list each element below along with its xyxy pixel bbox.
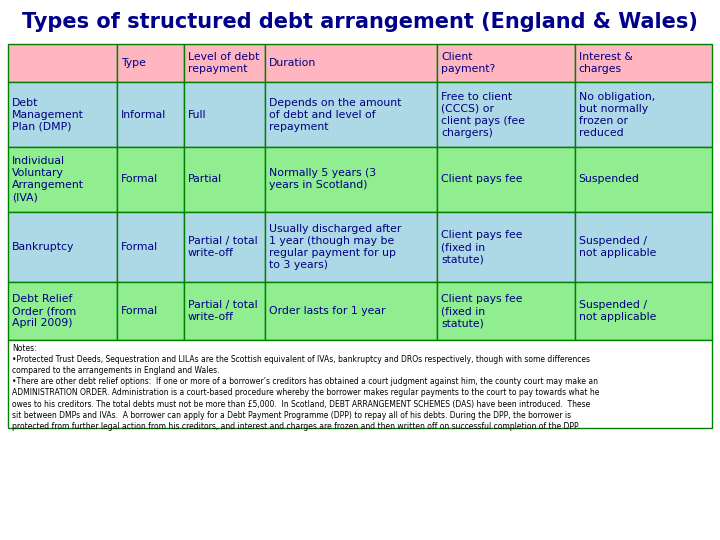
Bar bbox=[184, 147, 265, 212]
Text: Formal: Formal bbox=[121, 174, 158, 185]
Text: No obligation,
but normally
frozen or
reduced: No obligation, but normally frozen or re… bbox=[579, 91, 655, 138]
Text: Full: Full bbox=[188, 110, 207, 119]
Bar bbox=[265, 44, 438, 82]
Text: Depends on the amount
of debt and level of
repayment: Depends on the amount of debt and level … bbox=[269, 98, 401, 132]
Bar bbox=[8, 82, 117, 147]
Text: Suspended: Suspended bbox=[579, 174, 639, 185]
Text: Interest &
charges: Interest & charges bbox=[579, 52, 633, 74]
Text: Bankruptcy: Bankruptcy bbox=[12, 242, 74, 252]
Text: Client pays fee
(fixed in
statute): Client pays fee (fixed in statute) bbox=[441, 230, 523, 264]
Text: Usually discharged after
1 year (though may be
regular payment for up
to 3 years: Usually discharged after 1 year (though … bbox=[269, 224, 401, 270]
Text: Notes:
•Protected Trust Deeds, Sequestration and LILAs are the Scottish equivale: Notes: •Protected Trust Deeds, Sequestra… bbox=[12, 344, 599, 431]
Text: Informal: Informal bbox=[121, 110, 166, 119]
Bar bbox=[438, 282, 575, 340]
Bar bbox=[117, 147, 184, 212]
Text: Types of structured debt arrangement (England & Wales): Types of structured debt arrangement (En… bbox=[22, 11, 698, 31]
Bar bbox=[117, 282, 184, 340]
Bar bbox=[8, 212, 117, 282]
Bar bbox=[8, 44, 117, 82]
Text: Order lasts for 1 year: Order lasts for 1 year bbox=[269, 306, 385, 316]
Text: Formal: Formal bbox=[121, 242, 158, 252]
Text: Duration: Duration bbox=[269, 58, 316, 68]
Text: Suspended /
not applicable: Suspended / not applicable bbox=[579, 236, 656, 258]
Bar bbox=[265, 147, 438, 212]
Bar bbox=[265, 82, 438, 147]
Text: Individual
Voluntary
Arrangement
(IVA): Individual Voluntary Arrangement (IVA) bbox=[12, 157, 84, 202]
Text: Client pays fee: Client pays fee bbox=[441, 174, 523, 185]
Text: Partial: Partial bbox=[188, 174, 222, 185]
Text: Level of debt
repayment: Level of debt repayment bbox=[188, 52, 259, 74]
Bar bbox=[184, 82, 265, 147]
Text: Suspended /
not applicable: Suspended / not applicable bbox=[579, 300, 656, 322]
Bar bbox=[575, 147, 712, 212]
Bar bbox=[438, 82, 575, 147]
Text: Debt Relief
Order (from
April 2009): Debt Relief Order (from April 2009) bbox=[12, 294, 76, 328]
Bar bbox=[575, 282, 712, 340]
Text: Debt
Management
Plan (DMP): Debt Management Plan (DMP) bbox=[12, 98, 84, 132]
Bar bbox=[575, 44, 712, 82]
Bar bbox=[184, 44, 265, 82]
Bar bbox=[8, 340, 712, 428]
Text: Formal: Formal bbox=[121, 306, 158, 316]
Bar bbox=[438, 212, 575, 282]
Bar bbox=[438, 147, 575, 212]
Bar bbox=[8, 147, 117, 212]
Text: Type: Type bbox=[121, 58, 146, 68]
Bar bbox=[8, 282, 117, 340]
Text: Client pays fee
(fixed in
statute): Client pays fee (fixed in statute) bbox=[441, 294, 523, 328]
Bar bbox=[265, 282, 438, 340]
Bar bbox=[117, 212, 184, 282]
Text: Partial / total
write-off: Partial / total write-off bbox=[188, 236, 258, 258]
Bar bbox=[184, 282, 265, 340]
Bar bbox=[438, 44, 575, 82]
Text: Free to client
(CCCS) or
client pays (fee
chargers): Free to client (CCCS) or client pays (fe… bbox=[441, 91, 526, 138]
Text: Normally 5 years (3
years in Scotland): Normally 5 years (3 years in Scotland) bbox=[269, 168, 376, 191]
Bar bbox=[117, 82, 184, 147]
Bar bbox=[575, 212, 712, 282]
Text: Client
payment?: Client payment? bbox=[441, 52, 495, 74]
Text: Partial / total
write-off: Partial / total write-off bbox=[188, 300, 258, 322]
Bar bbox=[184, 212, 265, 282]
Bar bbox=[575, 82, 712, 147]
Bar bbox=[265, 212, 438, 282]
Bar bbox=[117, 44, 184, 82]
